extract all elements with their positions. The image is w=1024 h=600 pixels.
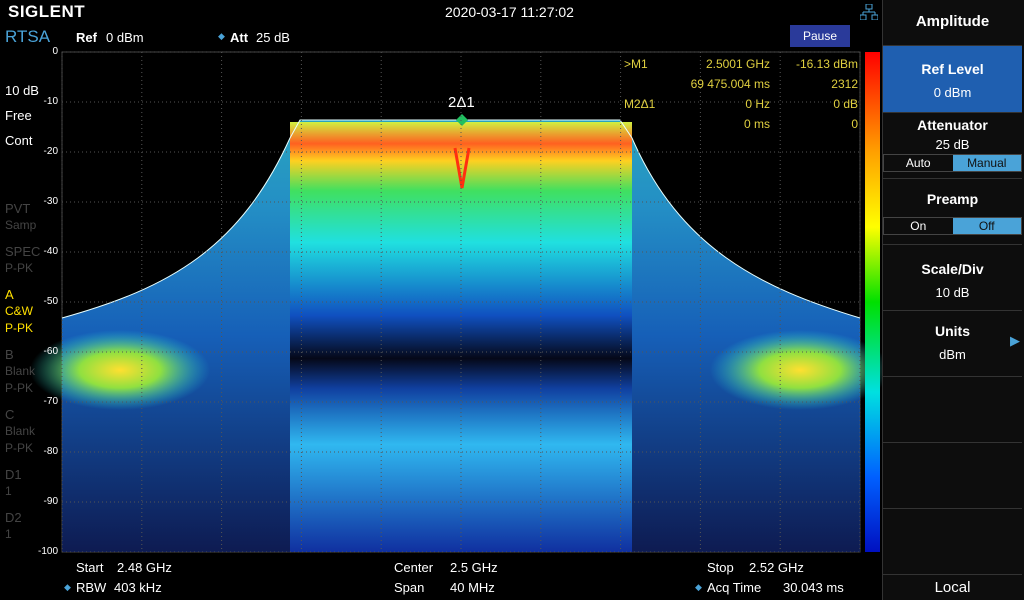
empty-item <box>883 508 1022 574</box>
marker-name: >M1 <box>624 57 648 71</box>
trace-line: D1 <box>5 467 22 482</box>
trace-line: C <box>5 407 14 422</box>
marker-y: -16.13 dBm <box>796 57 858 71</box>
marker-x: 0 ms <box>744 117 770 131</box>
trace-line: 1 <box>5 527 12 541</box>
rbw-icon: ◆ <box>64 582 71 593</box>
trace-line: B <box>5 347 14 362</box>
item-value: 10 dB <box>883 285 1022 300</box>
start-label: Start <box>76 560 103 575</box>
rbw-label: RBW <box>76 580 106 595</box>
empty-item <box>883 442 1022 508</box>
trace-line: A <box>5 287 14 302</box>
trace-line: D2 <box>5 510 22 525</box>
scale-div-item[interactable]: Scale/Div 10 dB <box>883 244 1022 310</box>
center-value: 2.5 GHz <box>450 560 498 575</box>
y-tick-label: -100 <box>38 546 58 557</box>
item-value: 25 dB <box>883 137 1022 152</box>
density-blob <box>710 330 882 410</box>
stop-label: Stop <box>707 560 734 575</box>
units-item[interactable]: Units dBm ▶ <box>883 310 1022 376</box>
y-tick-label: -50 <box>44 296 58 307</box>
menu-title: Amplitude <box>883 13 1022 30</box>
trace-line: P-PK <box>5 261 33 275</box>
local-button[interactable]: Local <box>883 574 1022 600</box>
item-value: 0 dBm <box>883 85 1022 100</box>
y-tick-label: 0 <box>52 46 58 57</box>
toggle-option[interactable]: On <box>884 218 953 234</box>
toggle: Auto Manual <box>883 154 1022 172</box>
acq-value: 30.043 ms <box>783 580 844 595</box>
item-label: Ref Level <box>883 61 1022 77</box>
empty-item <box>883 376 1022 442</box>
span-label: Span <box>394 580 424 595</box>
marker-y: 0 dB <box>833 97 858 111</box>
marker-x: 0 Hz <box>745 97 770 111</box>
marker-y: 0 <box>851 117 858 131</box>
mode: RTSA <box>5 27 50 47</box>
ref-value: 0 dBm <box>106 30 144 45</box>
color-scale <box>865 52 880 552</box>
center-label: Center <box>394 560 433 575</box>
y-tick-label: -90 <box>44 496 58 507</box>
trace-line: Blank <box>5 364 35 378</box>
y-tick-label: -30 <box>44 196 58 207</box>
attenuator-item[interactable]: Attenuator 25 dB Auto Manual <box>883 112 1022 178</box>
y-tick-label: -40 <box>44 246 58 257</box>
trace-line: Samp <box>5 218 36 232</box>
marker-label: 2Δ1 <box>448 94 475 111</box>
y-tick-label: -10 <box>44 96 58 107</box>
trace-line: 1 <box>5 484 12 498</box>
item-value: dBm <box>883 347 1022 362</box>
stop-value: 2.52 GHz <box>749 560 804 575</box>
brand: SIGLENT <box>8 2 85 22</box>
att-icon: ◆ <box>218 31 225 42</box>
trace-line: Blank <box>5 424 35 438</box>
toggle-option[interactable]: Off <box>953 218 1022 234</box>
datetime: 2020-03-17 11:27:02 <box>445 4 574 20</box>
pause-button[interactable]: Pause <box>790 25 850 47</box>
y-tick-label: -80 <box>44 446 58 457</box>
toggle-option[interactable]: Auto <box>884 155 953 171</box>
item-label: Scale/Div <box>883 261 1022 277</box>
acq-icon: ◆ <box>695 582 702 593</box>
item-label: Attenuator <box>883 117 1022 133</box>
toggle-option[interactable]: Manual <box>953 155 1022 171</box>
att-value: 25 dB <box>256 30 290 45</box>
trace-line: P-PK <box>5 321 33 335</box>
marker-x: 69 475.004 ms <box>691 77 770 91</box>
marker-y: 2312 <box>831 77 858 91</box>
trace-line: P-PK <box>5 441 33 455</box>
y-tick-label: -70 <box>44 396 58 407</box>
trace-line: P-PK <box>5 381 33 395</box>
item-label: Preamp <box>883 191 1022 207</box>
y-tick-label: -60 <box>44 346 58 357</box>
marker-x: 2.5001 GHz <box>706 57 770 71</box>
ref-level-item[interactable]: Ref Level 0 dBm <box>883 45 1022 112</box>
trace-line: SPEC <box>5 244 40 259</box>
submenu-arrow: ▶ <box>1010 333 1020 349</box>
trace-line: C&W <box>5 304 33 318</box>
span-value: 40 MHz <box>450 580 495 595</box>
acq-label: Acq Time <box>707 580 761 595</box>
y-tick-label: -20 <box>44 146 58 157</box>
rbw-value: 403 kHz <box>114 580 162 595</box>
item-label: Units <box>883 323 1022 339</box>
trace-line: PVT <box>5 201 30 216</box>
network-icon <box>860 4 878 20</box>
att-label: Att <box>230 30 248 45</box>
ref-label: Ref <box>76 30 97 45</box>
preamp-item[interactable]: Preamp On Off <box>883 178 1022 244</box>
start-value: 2.48 GHz <box>117 560 172 575</box>
toggle: On Off <box>883 217 1022 235</box>
marker-name: M2Δ1 <box>624 97 655 111</box>
